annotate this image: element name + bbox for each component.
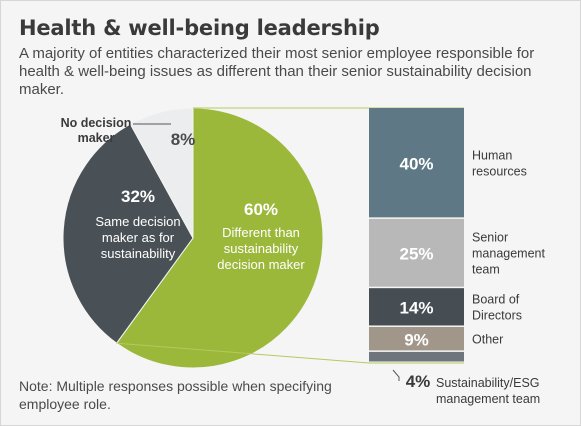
bar-segment-3 (369, 288, 464, 326)
connector-bottom (116, 342, 464, 364)
pie-slice-value-1: 60% (244, 200, 278, 219)
bar-category-label-5: Sustainability/ESG (436, 376, 540, 390)
bar-category-label-1: Human (472, 148, 512, 162)
bar-value-label-2: 25% (399, 245, 433, 264)
pie-slice-label-3: No decision (61, 116, 132, 130)
pie-slice-2 (62, 123, 194, 344)
pie-slice-label-1: sustainability (224, 241, 299, 256)
pie-slice-label-2: maker as for (102, 230, 175, 245)
bar-category-label-5: management team (436, 392, 540, 406)
pie-slice-value-2: 32% (121, 187, 155, 206)
pie-slice-1 (115, 107, 324, 369)
pie-slice-label-2: Same decision (95, 214, 180, 229)
bar-value-label-4: 9% (404, 330, 429, 349)
chart-title: Health & well-being leadership (19, 16, 380, 40)
bar-category-label-1: resources (472, 164, 527, 178)
bar-value-label-1: 40% (399, 154, 433, 173)
pie-slice-value-3: 8% (171, 130, 196, 149)
pie-slice-label-1: Different than (222, 225, 300, 240)
bar-segment-1 (369, 108, 464, 218)
chart-subtitle: A majority of entities characterized the… (19, 45, 535, 98)
bar-leader-line-5 (392, 369, 400, 381)
bar-value-label-5: 4% (406, 372, 431, 391)
chart-note: Note: Multiple responses possible when s… (19, 378, 332, 412)
bar-segment-2 (369, 218, 464, 287)
pie-slice-3 (129, 107, 194, 239)
bar-category-label-4: Other (472, 332, 503, 346)
bar-segment-5 (369, 351, 464, 362)
bar-segment-4 (369, 326, 464, 351)
pie-slice-label-1: decision maker (217, 257, 305, 272)
bar-category-label-2: management (472, 247, 545, 261)
pie-slice-label-3: maker (78, 131, 115, 145)
bar-category-label-2: team (472, 263, 500, 277)
pie-slice-label-2: sustainability (101, 246, 176, 261)
bar-category-label-3: Directors (472, 309, 522, 323)
bar-value-label-3: 14% (399, 299, 433, 318)
bar-category-label-2: Senior (472, 231, 508, 245)
bar-category-label-3: Board of (472, 293, 520, 307)
